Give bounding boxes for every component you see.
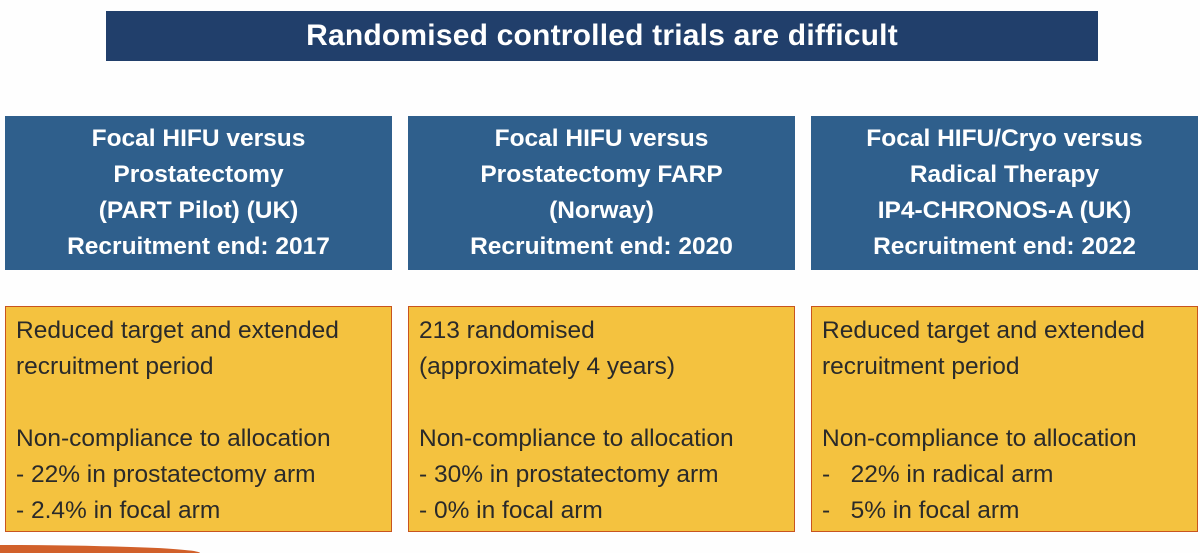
compliance-item: - 22% in prostatectomy arm bbox=[16, 461, 316, 488]
trial-summary-line: recruitment period bbox=[16, 353, 214, 380]
trial-summary-line: Reduced target and extended bbox=[16, 317, 339, 344]
trial-header-line: Focal HIFU versus bbox=[494, 125, 709, 152]
trial-header-line: Recruitment end: 2020 bbox=[470, 233, 733, 260]
trial-header-line: Prostatectomy FARP bbox=[480, 161, 723, 188]
trial-summary-line: recruitment period bbox=[822, 353, 1020, 380]
compliance-item: - 30% in prostatectomy arm bbox=[419, 461, 719, 488]
trial-header-line: Focal HIFU versus bbox=[91, 125, 306, 152]
trial-header-line: Recruitment end: 2022 bbox=[873, 233, 1136, 260]
trial-header-part-pilot: Focal HIFU versus Prostatectomy (PART Pi… bbox=[5, 116, 392, 270]
trial-summary-line: (approximately 4 years) bbox=[419, 353, 675, 380]
compliance-heading: Non-compliance to allocation bbox=[16, 425, 331, 452]
trial-header-line: IP4-CHRONOS-A (UK) bbox=[877, 197, 1132, 224]
decorative-accent-bar bbox=[0, 545, 200, 553]
trial-header-chronos: Focal HIFU/Cryo versus Radical Therapy I… bbox=[811, 116, 1198, 270]
trial-details-chronos: Reduced target and extended recruitment … bbox=[811, 306, 1198, 532]
trial-summary-line: 213 randomised bbox=[419, 317, 595, 344]
spacer bbox=[16, 385, 391, 421]
compliance-item: - 2.4% in focal arm bbox=[16, 497, 221, 524]
trial-details-part-pilot: Reduced target and extended recruitment … bbox=[5, 306, 392, 532]
trial-details-farp: 213 randomised (approximately 4 years) N… bbox=[408, 306, 795, 532]
slide-title: Randomised controlled trials are difficu… bbox=[106, 11, 1098, 61]
compliance-heading: Non-compliance to allocation bbox=[822, 425, 1137, 452]
trial-header-line: Focal HIFU/Cryo versus bbox=[866, 125, 1143, 152]
trial-header-line: Recruitment end: 2017 bbox=[67, 233, 330, 260]
compliance-item: - 22% in radical arm bbox=[822, 461, 1054, 488]
trial-header-line: (PART Pilot) (UK) bbox=[98, 197, 299, 224]
spacer bbox=[419, 385, 794, 421]
compliance-item: - 5% in focal arm bbox=[822, 497, 1020, 524]
slide-title-text: Randomised controlled trials are difficu… bbox=[306, 19, 898, 52]
trial-summary-line: Reduced target and extended bbox=[822, 317, 1145, 344]
compliance-item: - 0% in focal arm bbox=[419, 497, 603, 524]
compliance-heading: Non-compliance to allocation bbox=[419, 425, 734, 452]
trial-header-line: Prostatectomy bbox=[113, 161, 284, 188]
trial-header-farp: Focal HIFU versus Prostatectomy FARP (No… bbox=[408, 116, 795, 270]
spacer bbox=[822, 385, 1197, 421]
trial-header-line: Radical Therapy bbox=[909, 161, 1100, 188]
trial-header-line: (Norway) bbox=[549, 197, 654, 224]
